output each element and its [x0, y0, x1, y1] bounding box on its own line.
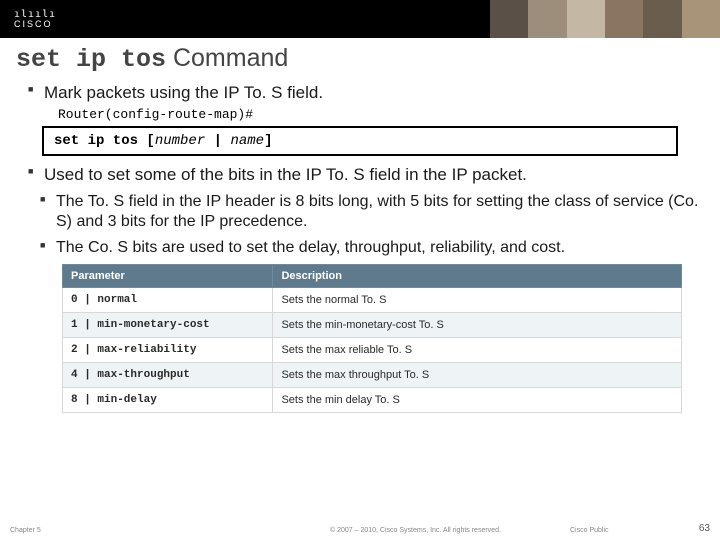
- cmd-pipe: |: [205, 133, 230, 149]
- table-row: 1 | min-monetary-cost Sets the min-monet…: [63, 312, 682, 337]
- desc-cell: Sets the min-monetary-cost To. S: [273, 312, 682, 337]
- param-cell: 8 | min-delay: [63, 387, 273, 412]
- bullet-used-to-set: Used to set some of the bits in the IP T…: [28, 164, 706, 185]
- sub-bullets: The To. S field in the IP header is 8 bi…: [40, 192, 706, 258]
- top-banner: ılıılı CISCO: [0, 0, 720, 38]
- router-prompt: Router(config-route-map)#: [58, 107, 706, 122]
- desc-cell: Sets the normal To. S: [273, 287, 682, 312]
- title-word: Command: [166, 44, 288, 72]
- command-syntax-box: set ip tos [number | name]: [42, 126, 678, 156]
- desc-cell: Sets the max throughput To. S: [273, 362, 682, 387]
- table-row: 2 | max-reliability Sets the max reliabl…: [63, 337, 682, 362]
- cmd-number: number: [155, 133, 205, 149]
- table-row: 4 | max-throughput Sets the max throughp…: [63, 362, 682, 387]
- cmd-text-2: ]: [264, 133, 272, 149]
- desc-cell: Sets the min delay To. S: [273, 387, 682, 412]
- parameter-table: Parameter Description 0 | normal Sets th…: [62, 264, 682, 413]
- col-description: Description: [273, 264, 682, 287]
- desc-cell: Sets the max reliable To. S: [273, 337, 682, 362]
- col-parameter: Parameter: [63, 264, 273, 287]
- title-command: set ip tos: [16, 45, 166, 74]
- footer-chapter: Chapter 5: [10, 527, 41, 534]
- footer-copyright: © 2007 – 2010, Cisco Systems, Inc. All r…: [330, 527, 501, 534]
- sub-bullet-cos-bits: The Co. S bits are used to set the delay…: [40, 238, 706, 258]
- content-area: Mark packets using the IP To. S field. R…: [0, 82, 720, 413]
- main-bullets: Mark packets using the IP To. S field.: [28, 82, 706, 103]
- slide-title: set ip tos Command: [16, 44, 720, 74]
- param-cell: 1 | min-monetary-cost: [63, 312, 273, 337]
- param-cell: 0 | normal: [63, 287, 273, 312]
- cmd-name: name: [230, 133, 264, 149]
- table-row: 8 | min-delay Sets the min delay To. S: [63, 387, 682, 412]
- param-cell: 4 | max-throughput: [63, 362, 273, 387]
- sub-bullet-tos-field: The To. S field in the IP header is 8 bi…: [40, 192, 706, 232]
- footer-public: Cisco Public: [570, 527, 609, 534]
- cisco-logo: ılıılı CISCO: [14, 9, 56, 30]
- main-bullets-2: Used to set some of the bits in the IP T…: [28, 164, 706, 185]
- cisco-name: CISCO: [14, 20, 56, 30]
- cmd-text-1: set ip tos [: [54, 133, 155, 149]
- param-cell: 2 | max-reliability: [63, 337, 273, 362]
- cisco-bars-icon: ılıılı: [14, 9, 56, 20]
- table-header-row: Parameter Description: [63, 264, 682, 287]
- footer-page-number: 63: [699, 523, 710, 534]
- table-row: 0 | normal Sets the normal To. S: [63, 287, 682, 312]
- banner-photo-strip: [490, 0, 720, 38]
- bullet-mark-packets: Mark packets using the IP To. S field.: [28, 82, 706, 103]
